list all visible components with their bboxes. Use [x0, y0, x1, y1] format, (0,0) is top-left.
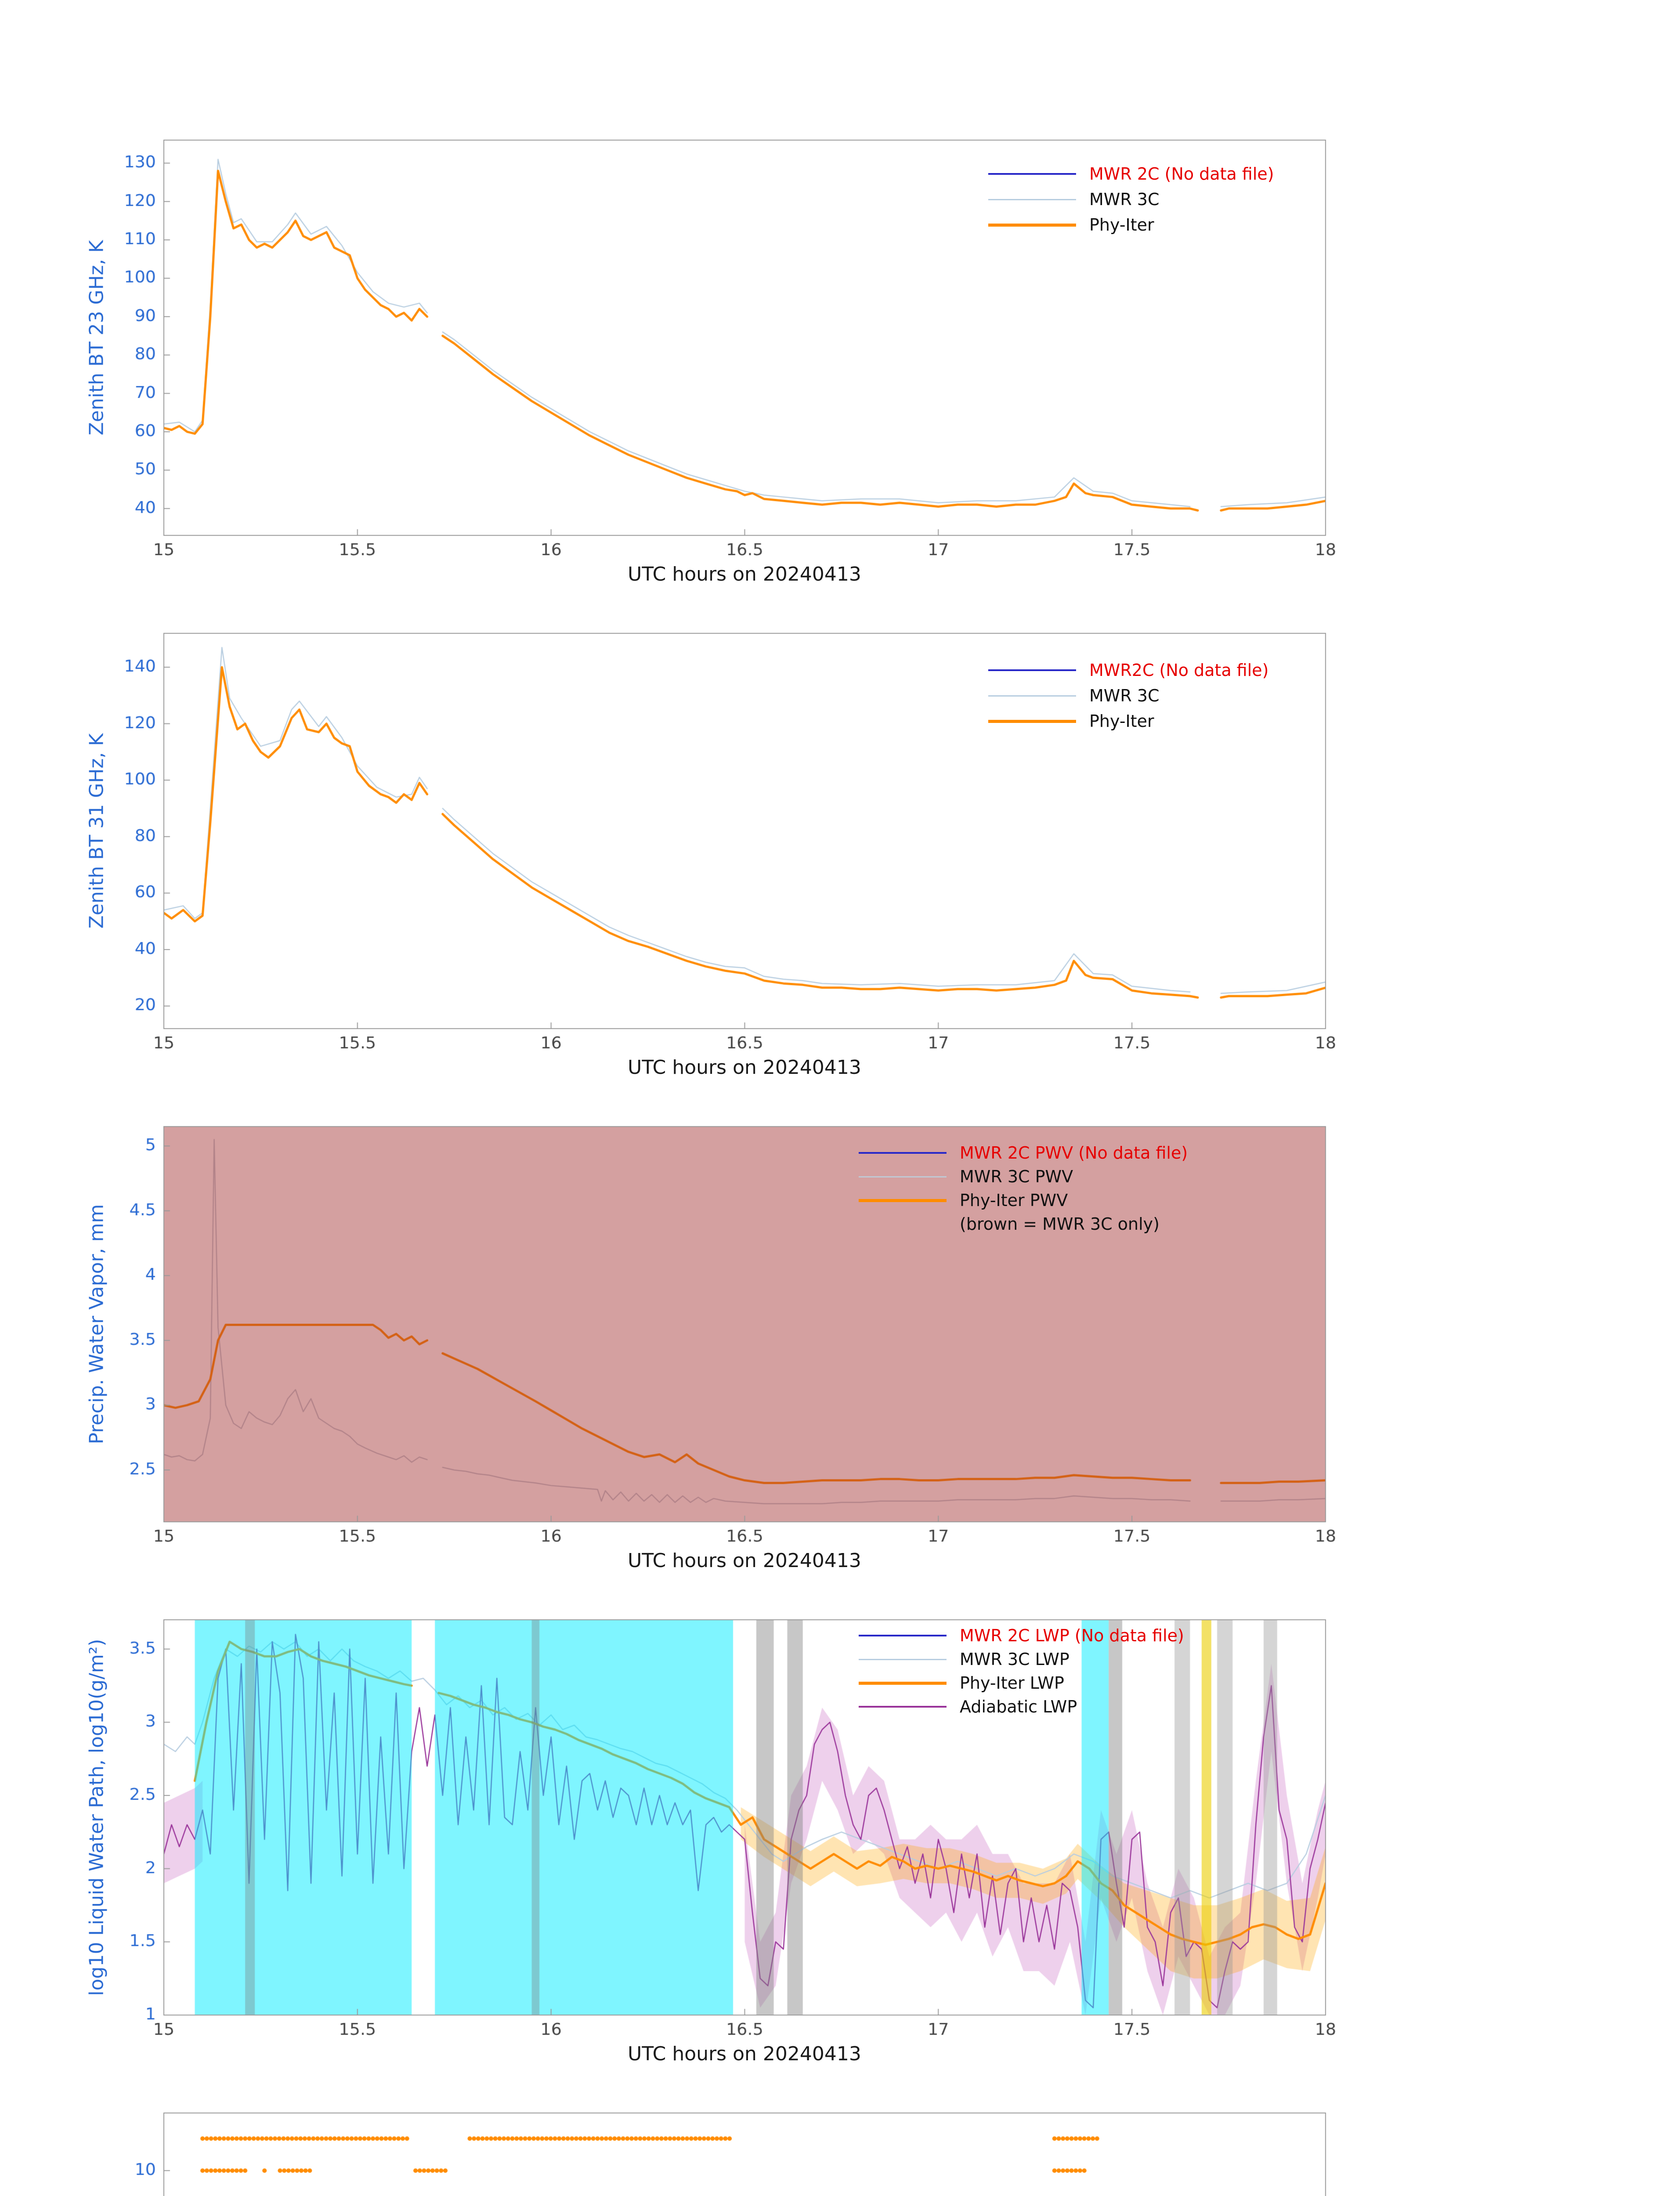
- legend-entry-adiabatic-lwp: Adiabatic LWP: [859, 1695, 1184, 1719]
- legend-entry-phyiter-lwp: Phy-Iter LWP: [859, 1671, 1184, 1695]
- ylabel-bt23: Zenith BT 23 GHz, K: [85, 240, 108, 436]
- ylabel-pwv: Precip. Water Vapor, mm: [85, 1204, 108, 1445]
- legend-swatch-phyiter-lwp: [859, 1681, 947, 1685]
- chart-pwv-canvas: [0, 1074, 1680, 1568]
- ylabel-lwp: log10 Liquid Water Path, log10(g/m²): [85, 1639, 108, 1996]
- legend-entry-brown-note: (brown = MWR 3C only): [859, 1212, 1188, 1236]
- legend-entry-mwr2c-pwv: MWR 2C PWV (No data file): [859, 1141, 1188, 1165]
- legend-swatch-mwr2c: [988, 669, 1076, 671]
- legend-label-mwr2c-pwv: MWR 2C PWV (No data file): [960, 1143, 1188, 1163]
- legend-label-phyiter: Phy-Iter: [1089, 712, 1154, 731]
- legend-swatch-mwr3c-pwv: [859, 1176, 947, 1177]
- legend-swatch-phyiter-pwv: [859, 1199, 947, 1202]
- legend-swatch-mwr2c: [988, 173, 1076, 175]
- legend-label-mwr3c: MWR 3C: [1089, 190, 1160, 209]
- legend-entry-phyiter: Phy-Iter: [988, 212, 1274, 238]
- ylabel-bt31: Zenith BT 31 GHz, K: [85, 733, 108, 929]
- legend-entry-mwr2c: MWR2C (No data file): [988, 657, 1269, 683]
- legend-swatch-mwr3c-lwp: [859, 1658, 947, 1660]
- chart-dqflag-canvas: [0, 2061, 1680, 2196]
- legend-swatch-phyiter: [988, 719, 1076, 723]
- chart-lwp-canvas: [0, 1568, 1680, 2061]
- legend-swatch-mwr2c-pwv: [859, 1152, 947, 1154]
- legend-entry-phyiter: Phy-Iter: [988, 708, 1269, 734]
- legend-entry-mwr3c-lwp: MWR 3C LWP: [859, 1647, 1184, 1671]
- legend-label-mwr2c: MWR 2C (No data file): [1089, 164, 1274, 184]
- legend-entry-phyiter-pwv: Phy-Iter PWV: [859, 1188, 1188, 1212]
- legend-swatch-mwr3c: [988, 199, 1076, 200]
- legend-label-phyiter-pwv: Phy-Iter PWV: [960, 1191, 1068, 1210]
- legend-label-adiabatic-lwp: Adiabatic LWP: [960, 1697, 1077, 1716]
- legend-label-mwr3c-pwv: MWR 3C PWV: [960, 1167, 1073, 1186]
- legend-entry-mwr2c-lwp: MWR 2C LWP (No data file): [859, 1624, 1184, 1647]
- legend-label-brown-note: (brown = MWR 3C only): [960, 1214, 1160, 1234]
- legend-swatch-phyiter: [988, 223, 1076, 227]
- legend-bt31: MWR2C (No data file) MWR 3C Phy-Iter: [988, 657, 1269, 734]
- legend-bt23: MWR 2C (No data file) MWR 3C Phy-Iter: [988, 161, 1274, 238]
- legend-swatch-mwr3c: [988, 695, 1076, 697]
- legend-label-phyiter-lwp: Phy-Iter LWP: [960, 1673, 1064, 1693]
- legend-pwv: MWR 2C PWV (No data file) MWR 3C PWV Phy…: [859, 1141, 1188, 1236]
- legend-label-mwr2c: MWR2C (No data file): [1089, 661, 1269, 680]
- legend-entry-mwr3c: MWR 3C: [988, 683, 1269, 708]
- legend-label-mwr3c: MWR 3C: [1089, 686, 1160, 705]
- legend-label-mwr3c-lwp: MWR 3C LWP: [960, 1650, 1069, 1669]
- legend-swatch-adiabatic-lwp: [859, 1706, 947, 1708]
- legend-label-phyiter: Phy-Iter: [1089, 215, 1154, 235]
- legend-entry-mwr2c: MWR 2C (No data file): [988, 161, 1274, 187]
- chart-bt23-canvas: [0, 88, 1680, 581]
- legend-label-mwr2c-lwp: MWR 2C LWP (No data file): [960, 1626, 1184, 1645]
- legend-entry-mwr3c-pwv: MWR 3C PWV: [859, 1165, 1188, 1188]
- chart-bt31-canvas: [0, 581, 1680, 1074]
- legend-lwp: MWR 2C LWP (No data file) MWR 3C LWP Phy…: [859, 1624, 1184, 1719]
- legend-swatch-mwr2c-lwp: [859, 1635, 947, 1636]
- legend-entry-mwr3c: MWR 3C: [988, 187, 1274, 212]
